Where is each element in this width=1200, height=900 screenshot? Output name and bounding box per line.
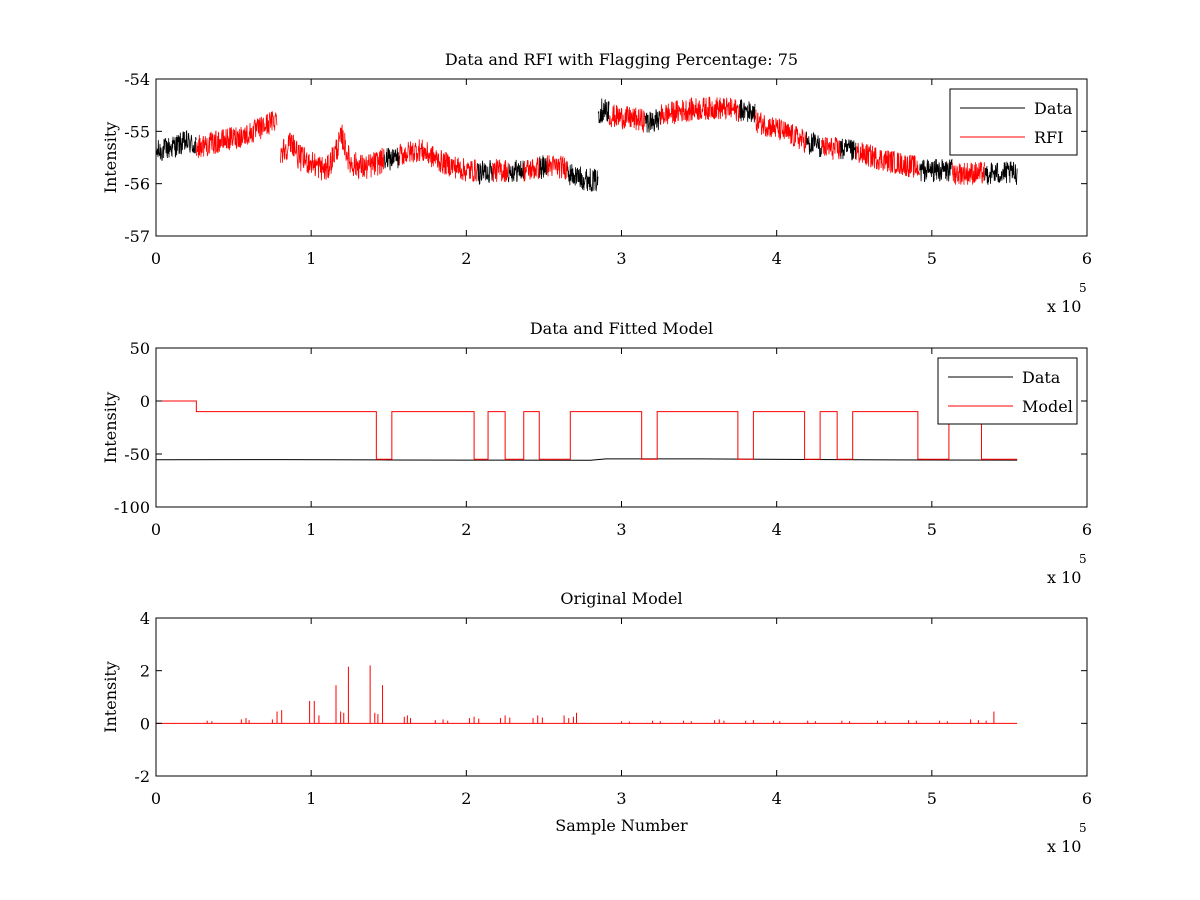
series-segment	[546, 155, 568, 180]
series-segment	[659, 96, 740, 125]
legend: Data RFI	[949, 88, 1078, 156]
y-tick-label: -55	[124, 122, 150, 141]
legend-label: Data	[1022, 368, 1061, 387]
legend-label: RFI	[1034, 128, 1063, 147]
x-multiplier: x 10	[1047, 297, 1081, 316]
series-segment	[566, 161, 599, 192]
series-segment	[279, 124, 385, 181]
x-tick-label: 1	[306, 520, 316, 539]
x-tick-label: 3	[616, 789, 626, 808]
series-model-spikes	[156, 665, 1018, 724]
x-exponent: 5	[1079, 821, 1087, 835]
panel-1: 0 1 2 3 4 5 6 -57 -56 -55 -54 x 10 5 Data and RFI wit…	[101, 50, 1092, 316]
x-multiplier: x 10	[1047, 837, 1081, 856]
panel-2: 0 1 2 3 4 5 6 -100 -50 0 50 x 10 5 Data and Fitted Mo…	[101, 319, 1092, 587]
series-data	[156, 98, 1018, 192]
legend-box	[937, 357, 1078, 425]
series-segment	[492, 158, 509, 183]
series-segment	[383, 147, 401, 171]
series-line	[156, 458, 1018, 461]
series-segment	[839, 138, 857, 161]
y-tick-label: -100	[114, 498, 150, 517]
chart-title: Data and RFI with Flagging Percentage: 7…	[445, 50, 798, 69]
y-tick-label: 50	[130, 339, 150, 358]
series-segment	[951, 161, 985, 185]
x-tick-label: 4	[772, 789, 782, 808]
series-data	[156, 458, 1018, 461]
legend-label: Data	[1034, 99, 1073, 118]
y-tick-label: -56	[124, 175, 150, 194]
x-tick-label: 0	[151, 520, 161, 539]
chart-title: Original Model	[560, 589, 682, 608]
x-tick-label: 1	[306, 789, 316, 808]
series-segment	[195, 111, 278, 158]
x-tick-label: 5	[927, 789, 937, 808]
x-axis-label: Sample Number	[555, 816, 688, 835]
plot-area	[156, 665, 1018, 724]
x-tick-label: 5	[927, 249, 937, 268]
series-segment	[984, 161, 1018, 185]
y-tick-label: -50	[124, 445, 150, 464]
y-axis-label: Intensity	[101, 392, 120, 464]
series-segment	[805, 131, 823, 158]
x-tick-label: 4	[772, 249, 782, 268]
series-segment	[821, 136, 841, 160]
y-axis-label: Intensity	[101, 661, 120, 733]
y-tick-label: -2	[134, 767, 150, 786]
x-tick-label: 3	[616, 520, 626, 539]
x-tick-label: 4	[772, 520, 782, 539]
series-segment	[919, 158, 953, 183]
x-multiplier: x 10	[1047, 568, 1081, 587]
series-segment	[644, 109, 661, 133]
series-rfi	[195, 96, 985, 185]
series-segment	[608, 104, 646, 133]
x-tick-label: 6	[1082, 520, 1092, 539]
series-segment	[855, 142, 920, 178]
y-tick-label: 2	[140, 662, 150, 681]
series-segment	[523, 157, 540, 182]
y-tick-label: 0	[140, 392, 150, 411]
series-segment	[476, 159, 494, 185]
y-tick-label: -54	[124, 70, 150, 89]
x-tick-label: 6	[1082, 789, 1092, 808]
plot-area	[156, 400, 1018, 461]
y-tick-label: 0	[140, 714, 150, 733]
y-tick-label: 4	[140, 609, 150, 628]
x-tick-label: 0	[151, 249, 161, 268]
x-tick-label: 1	[306, 249, 316, 268]
y-axis-label: Intensity	[101, 122, 120, 194]
legend-box	[949, 88, 1078, 156]
series-segment	[399, 139, 478, 182]
x-tick-label: 6	[1082, 249, 1092, 268]
x-exponent: 5	[1079, 281, 1087, 295]
x-tick-label: 0	[151, 789, 161, 808]
series-segment	[507, 159, 525, 183]
series-segment	[156, 130, 197, 161]
x-tick-label: 2	[461, 249, 471, 268]
x-tick-label: 5	[927, 520, 937, 539]
x-exponent: 5	[1079, 552, 1087, 566]
legend-label: Model	[1022, 397, 1073, 416]
series-line	[156, 400, 1018, 460]
legend: Data Model	[937, 357, 1078, 425]
x-tick-label: 2	[461, 789, 471, 808]
series-segment	[754, 109, 807, 153]
series-model	[156, 400, 1018, 460]
axes-box	[155, 617, 1088, 777]
x-tick-label: 3	[616, 249, 626, 268]
plot-area	[156, 96, 1018, 192]
y-tick-label: -57	[124, 227, 150, 246]
series-segment	[739, 99, 756, 123]
chart-title: Data and Fitted Model	[530, 319, 713, 338]
axes-box	[155, 78, 1088, 237]
series-segment	[597, 98, 610, 124]
x-tick-label: 2	[461, 520, 471, 539]
series-segment	[538, 155, 548, 179]
